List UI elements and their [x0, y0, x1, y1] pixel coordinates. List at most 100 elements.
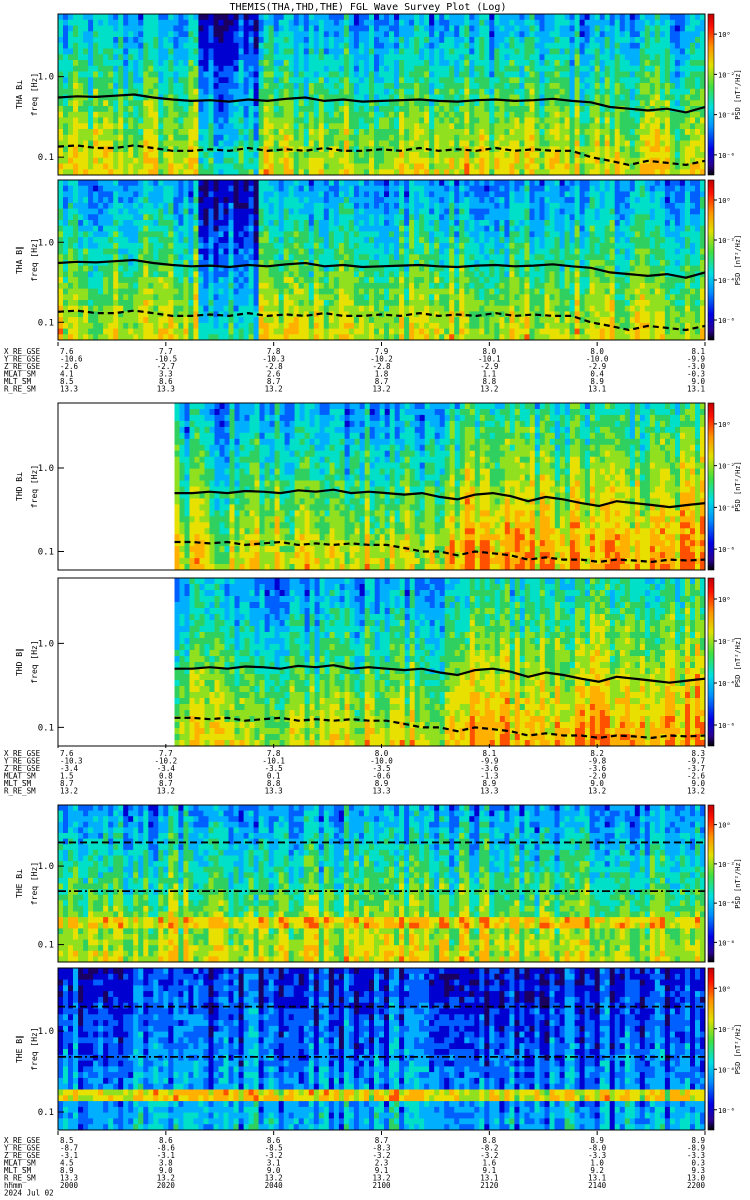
- colorbar-scale: [707, 179, 715, 341]
- spectrogram-cells: [174, 403, 706, 571]
- ephemeris-value: 8.1: [691, 347, 705, 356]
- panel-tha-bpar: 1.0 0.1 THA B∥ freq [Hz] 10⁰ 10⁻² 10⁻⁴ 10⁻⁶ PSD …: [15, 179, 742, 341]
- ephemeris-value: 9.2: [590, 1166, 604, 1175]
- freq-axis-label: freq [Hz]: [30, 640, 39, 683]
- ephemeris-row-label: X_RE_GSE: [4, 1136, 41, 1145]
- ephemeris-value: -2.9: [480, 362, 498, 371]
- ephemeris-value: 2000: [60, 1181, 79, 1190]
- ephemeris-value: -2.6: [60, 362, 79, 371]
- colorbar-tick-label: 10⁰: [718, 596, 731, 604]
- ephemeris-row-label: Y_RE_GSE: [4, 757, 41, 766]
- colorbar-tick-label: 10⁻⁶: [718, 722, 735, 730]
- colorbar-tick-label: 10⁻⁶: [718, 1107, 735, 1115]
- panel-frame: [57, 13, 706, 176]
- colorbar-tick-label: 10⁰: [718, 421, 731, 429]
- panel-thd-bpar: 1.0 0.1 THD B∥ freq [Hz] 10⁰ 10⁻² 10⁻⁴ 10⁻⁶ PSD …: [15, 577, 742, 747]
- colorbar-tick-label: 10⁰: [718, 985, 731, 993]
- ephemeris-value: 13.1: [687, 385, 705, 394]
- ephemeris-value: 4.5: [60, 1159, 74, 1168]
- ephemeris-value: 9.0: [159, 1166, 173, 1175]
- colorbar: 10⁰ 10⁻² 10⁻⁴ 10⁻⁶ PSD [nT²/Hz]: [707, 967, 742, 1131]
- ephemeris-value: 9.0: [267, 1166, 281, 1175]
- ephemeris-value: 8.7: [375, 377, 389, 386]
- ephemeris-value: 8.7: [375, 1136, 389, 1145]
- ephemeris-value: 9.0: [691, 779, 705, 788]
- ephemeris-value: 1.0: [590, 1159, 604, 1168]
- colorbar: 10⁰ 10⁻² 10⁻⁴ 10⁻⁶ PSD [nT²/Hz]: [707, 13, 742, 176]
- ephemeris-value: 13.0: [687, 1174, 706, 1183]
- ephemeris-value: 13.2: [265, 385, 283, 394]
- ephemeris-row-label: Y_RE_GSE: [4, 1144, 41, 1153]
- ephemeris-value: -3.2: [265, 1151, 283, 1160]
- colorbar-tick-label: 10⁻⁴: [718, 504, 735, 512]
- ephemeris-value: 1.8: [375, 370, 389, 379]
- dashed-frequency-line: [174, 716, 706, 740]
- ephemeris-value: 8.7: [267, 377, 281, 386]
- ephemeris-value: 13.2: [372, 1174, 390, 1183]
- panel-frame: [57, 804, 706, 963]
- ephemeris-value: 2100: [372, 1181, 391, 1190]
- spectrogram-cells: [174, 578, 706, 747]
- ephemeris-value: 2120: [480, 1181, 499, 1190]
- ephemeris-value: -10.1: [478, 355, 501, 364]
- ephemeris-value: -3.5: [265, 764, 283, 773]
- ephemeris-value: 9.0: [691, 377, 705, 386]
- panel-frame: [57, 967, 706, 1131]
- ephemeris-value: -8.0: [588, 1144, 607, 1153]
- colorbar-tick-label: 10⁰: [718, 197, 731, 205]
- ephemeris-value: -3.1: [157, 1151, 175, 1160]
- ephemeris-row-label: R_RE_SM: [4, 1174, 36, 1183]
- ephemeris-row-label: Z_RE_GSE: [4, 362, 41, 371]
- y-tick-label: 0.1: [38, 941, 54, 951]
- ephemeris-value: 13.2: [480, 385, 498, 394]
- ephemeris-value: 2040: [265, 1181, 284, 1190]
- ephemeris-value: 7.6: [60, 749, 74, 758]
- ephemeris-value: 8.2: [590, 749, 604, 758]
- ephemeris-value: 8.9: [483, 779, 497, 788]
- ephemeris-value: -3.4: [157, 764, 176, 773]
- ephemeris-row-label: R_RE_SM: [4, 385, 36, 394]
- ephemeris-value: 13.1: [480, 1174, 498, 1183]
- ephemeris-value: 13.1: [588, 1174, 606, 1183]
- colorbar-scale: [707, 804, 715, 963]
- freq-axis-label: freq [Hz]: [30, 73, 39, 116]
- panel-ylabel: THA B⊥: [15, 80, 24, 109]
- ephemeris-value: -1.3: [480, 772, 498, 781]
- ephemeris-value: 3.3: [159, 370, 173, 379]
- ephemeris-value: 0.1: [267, 772, 281, 781]
- ephemeris-value: 2.3: [375, 1159, 389, 1168]
- y-tick-label: 1.0: [38, 639, 54, 649]
- ephemeris-value: -3.4: [60, 764, 79, 773]
- ephemeris-value: -2.8: [265, 362, 284, 371]
- ephemeris-value: 2.6: [267, 370, 281, 379]
- ephemeris-value: -3.2: [480, 1151, 498, 1160]
- panel-ylabel: THE B⊥: [15, 869, 24, 898]
- ephemeris-value: -0.6: [372, 772, 391, 781]
- panel-the-bpar: 1.0 0.1 THE B∥ freq [Hz] 10⁰ 10⁻² 10⁻⁴ 10⁻⁶ PSD …: [15, 967, 742, 1131]
- ephemeris-value: 13.2: [157, 1174, 175, 1183]
- ephemeris-value: 7.9: [375, 347, 389, 356]
- y-tick-label: 0.1: [38, 1108, 54, 1118]
- ephemeris-value: 8.8: [267, 779, 281, 788]
- ephemeris-value: -2.7: [157, 362, 175, 371]
- y-tick-label: 0.1: [38, 547, 54, 557]
- ephemeris-value: 1.1: [483, 370, 497, 379]
- panel-the-bperp: 1.0 0.1 THE B⊥ freq [Hz] 10⁰ 10⁻² 10⁻⁴ 10⁻⁶ PSD …: [15, 804, 742, 963]
- ephemeris-row-label: MLAT_SM: [4, 772, 36, 781]
- ephemeris-value: -9.7: [687, 757, 705, 766]
- colorbar-tick-label: 10⁻⁶: [718, 939, 735, 947]
- colorbar-tick-label: 10⁻⁶: [718, 546, 735, 554]
- panel-thd-bperp: 1.0 0.1 THD B⊥ freq [Hz] 10⁰ 10⁻² 10⁻⁴ 10⁻⁶ PSD …: [15, 402, 742, 571]
- colorbar-scale: [707, 13, 715, 176]
- ephemeris-value: 8.5: [60, 377, 74, 386]
- ephemeris-value: 8.6: [159, 377, 173, 386]
- ephemeris-value: -10.6: [60, 355, 83, 364]
- colorbar-label: PSD [nT²/Hz]: [734, 69, 742, 120]
- ephemeris-value: 13.3: [265, 787, 283, 796]
- dashed-frequency-line: [174, 540, 706, 564]
- ephemeris-value: -3.6: [588, 764, 607, 773]
- ephemeris-row-label: Z_RE_GSE: [4, 1151, 41, 1160]
- solid-frequency-line: [57, 258, 706, 279]
- ephemeris-row-label: MLT_SM: [4, 779, 32, 788]
